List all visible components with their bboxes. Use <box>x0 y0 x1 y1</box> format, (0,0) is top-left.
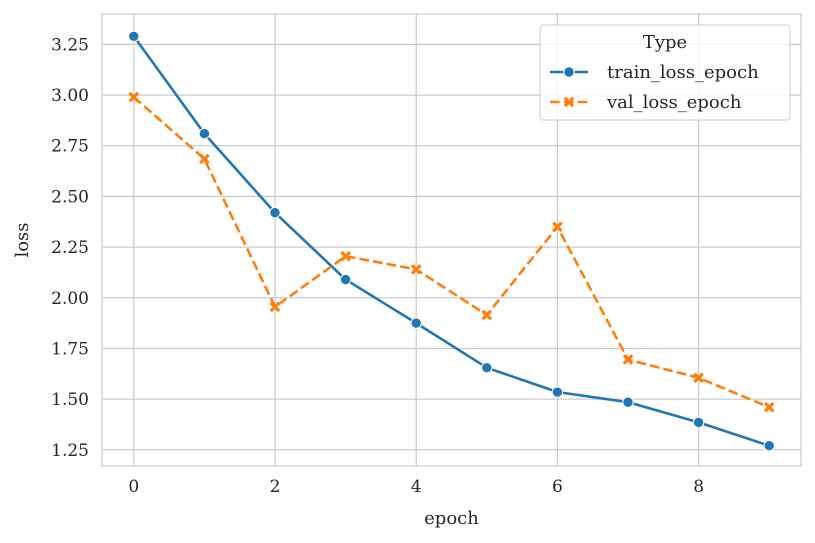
y-tick-label: 1.25 <box>51 441 89 461</box>
data-point <box>481 309 493 321</box>
x-axis-label: epoch <box>424 508 479 529</box>
y-tick-label: 1.75 <box>51 339 89 359</box>
y-tick-label: 2.75 <box>51 137 89 157</box>
y-tick-label: 3.00 <box>51 86 89 106</box>
x-tick-label: 4 <box>411 477 422 497</box>
y-tick-label: 2.25 <box>51 238 89 258</box>
legend-item: val_loss_epoch <box>550 92 742 113</box>
legend-marker <box>563 96 575 108</box>
data-point <box>198 127 211 140</box>
data-point <box>692 416 705 429</box>
y-tick-label: 2.50 <box>51 187 89 207</box>
data-point <box>763 401 775 413</box>
x-tick-label: 8 <box>693 477 704 497</box>
y-tick-label: 2.00 <box>51 289 89 309</box>
y-tick-labels: 1.25 1.50 1.75 2.00 2.25 2.50 2.75 3.00 3.25 <box>51 35 89 460</box>
series-layer <box>128 30 775 452</box>
x-tick-label: 6 <box>552 477 563 497</box>
series-line <box>132 35 770 447</box>
legend: Type train_loss_epoch val_loss_epoch <box>539 24 791 121</box>
y-tick-label: 3.25 <box>51 35 89 55</box>
data-point <box>269 206 281 219</box>
legend-title: Type <box>643 32 687 53</box>
x-tick-label: 0 <box>128 477 139 497</box>
data-point <box>339 273 352 286</box>
data-point <box>410 317 422 329</box>
series-line <box>132 96 770 409</box>
data-point <box>622 354 634 365</box>
data-point <box>552 221 563 233</box>
y-axis-label: loss <box>12 222 33 257</box>
data-point <box>199 153 210 165</box>
data-point <box>763 440 775 452</box>
x-tick-label: 2 <box>270 477 281 497</box>
data-point <box>481 361 493 374</box>
x-tick-labels: 0 2 4 6 8 <box>128 477 704 497</box>
series-train_loss_epoch <box>128 30 775 452</box>
data-point <box>622 396 634 408</box>
y-tick-label: 1.50 <box>51 390 89 410</box>
legend-box <box>539 24 791 121</box>
data-point <box>269 301 281 313</box>
data-point <box>551 386 564 398</box>
legend-item: train_loss_epoch <box>550 62 759 83</box>
data-point <box>340 250 351 262</box>
data-point <box>693 372 704 384</box>
data-point <box>128 91 140 103</box>
legend-label: val_loss_epoch <box>606 92 742 113</box>
series-val_loss_epoch <box>128 91 775 413</box>
data-point <box>410 264 422 275</box>
plot-frame <box>101 13 802 467</box>
legend-marker <box>563 66 575 78</box>
legend-label: train_loss_epoch <box>607 62 759 83</box>
data-point <box>128 30 140 42</box>
